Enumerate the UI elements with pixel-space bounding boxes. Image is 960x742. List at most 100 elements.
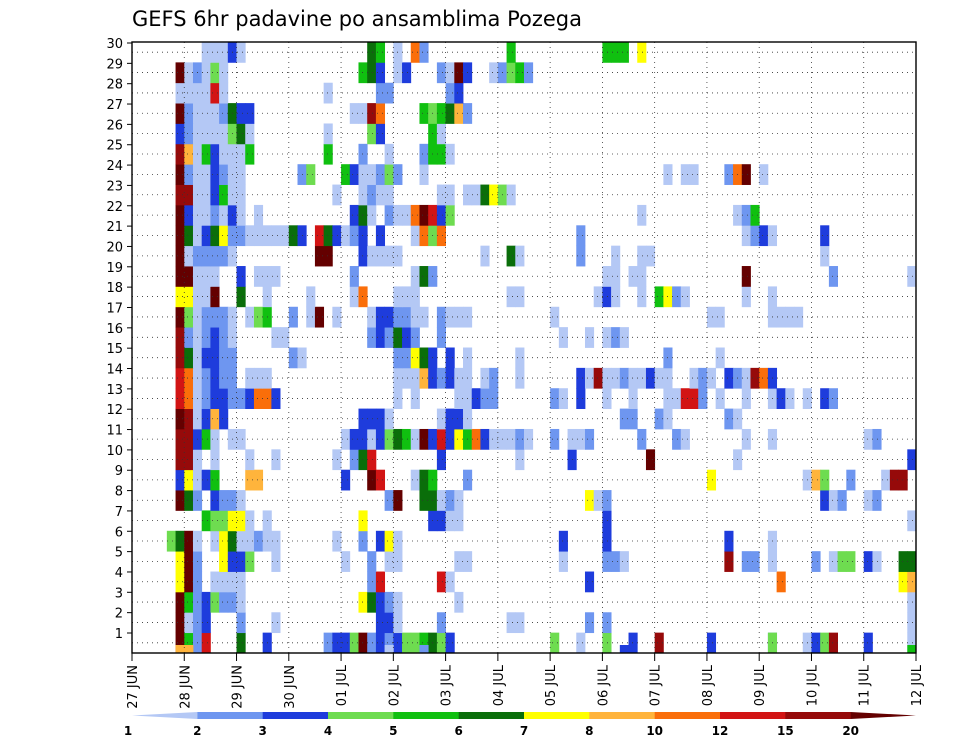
heat-cell — [680, 388, 690, 409]
heat-cell — [367, 469, 377, 491]
heat-cell — [341, 428, 351, 450]
heat-cell — [236, 42, 246, 63]
heat-cell — [341, 164, 351, 185]
heat-cell — [489, 428, 499, 450]
heat-cell — [576, 632, 586, 654]
heat-cell — [785, 306, 795, 328]
heat-cell — [628, 388, 638, 409]
y-tick-label: 29 — [106, 57, 123, 72]
heat-cell — [367, 449, 377, 471]
heat-cell — [358, 591, 368, 613]
heat-cell — [201, 469, 211, 491]
heat-cell — [402, 632, 412, 654]
heat-cell — [715, 347, 725, 369]
y-tick-label: 4 — [115, 566, 123, 581]
heat-cell — [480, 245, 490, 267]
heat-cell — [201, 62, 211, 84]
heat-cell — [210, 42, 220, 63]
legend-swatch — [458, 712, 525, 719]
heat-cell — [602, 510, 612, 532]
heat-cell — [201, 225, 211, 247]
heat-cell — [210, 82, 220, 104]
heat-cell — [759, 164, 769, 185]
heatmap-cells — [166, 42, 917, 654]
heat-cell — [201, 42, 211, 63]
heat-cell — [785, 388, 795, 409]
heat-cell — [367, 551, 377, 572]
heat-cell — [828, 551, 838, 572]
heat-cell — [741, 266, 751, 287]
heat-cell — [584, 571, 595, 593]
legend-label: 2 — [193, 724, 201, 738]
heat-cell — [219, 42, 229, 63]
y-axis-ticks: 1234567891011121314151617181920212223242… — [106, 37, 132, 642]
heat-cell — [489, 62, 499, 84]
heat-cell — [175, 103, 185, 124]
heat-cell — [236, 184, 246, 206]
heat-cell — [253, 204, 264, 226]
heat-cell — [175, 266, 185, 287]
heat-cell — [584, 428, 595, 450]
heat-cell — [750, 225, 760, 247]
heat-cell — [358, 286, 368, 308]
heat-cell — [219, 388, 229, 409]
heat-cell — [637, 204, 647, 226]
y-tick-label: 8 — [115, 485, 123, 500]
heat-cell — [201, 591, 211, 613]
heat-cell — [907, 510, 917, 532]
heat-cell — [253, 266, 264, 287]
heat-cell — [175, 645, 185, 653]
heat-cell — [175, 143, 185, 165]
heat-cell — [436, 327, 446, 348]
heat-cell — [898, 469, 908, 491]
heat-cell — [402, 306, 412, 328]
heat-cell — [402, 327, 412, 348]
y-tick-label: 5 — [115, 546, 123, 561]
heat-cell — [288, 347, 298, 369]
heat-cell — [602, 327, 612, 348]
heat-cell — [445, 204, 455, 226]
heat-cell — [637, 42, 647, 63]
heat-cell — [445, 62, 455, 84]
heat-cell — [384, 612, 394, 634]
heat-cell — [454, 428, 464, 450]
heat-cell — [872, 428, 882, 450]
heat-cell — [184, 62, 194, 84]
x-tick-label: 27 JUN — [126, 665, 141, 709]
heat-cell — [184, 164, 194, 185]
heat-cell — [454, 408, 464, 430]
heat-cell — [706, 469, 717, 491]
heat-cell — [724, 408, 734, 430]
heat-cell — [175, 286, 185, 308]
heat-cell — [410, 428, 420, 450]
heat-cell — [201, 164, 211, 185]
heat-cell — [506, 612, 516, 634]
heat-cell — [611, 327, 621, 348]
heat-cell — [306, 306, 316, 328]
heat-cell — [367, 103, 377, 124]
y-tick-label: 2 — [115, 607, 123, 622]
heat-cell — [367, 184, 377, 206]
x-tick-label: 08 JUL — [701, 664, 716, 706]
heat-cell — [515, 612, 525, 634]
heat-cell — [584, 612, 595, 634]
heat-cell — [619, 551, 629, 572]
heat-cell — [820, 225, 830, 247]
heat-cell — [611, 551, 621, 572]
heat-cell — [706, 306, 717, 328]
heat-cell — [201, 82, 211, 104]
heat-cell — [454, 367, 464, 389]
heat-cell — [611, 286, 621, 308]
heat-cell — [332, 184, 342, 206]
heat-cell — [210, 408, 220, 430]
heat-cell — [219, 103, 229, 124]
heat-cell — [341, 225, 351, 247]
heat-cell — [419, 143, 429, 165]
heat-cell — [384, 245, 394, 267]
heat-cell — [175, 591, 185, 613]
heat-cell — [184, 306, 194, 328]
heat-cell — [184, 490, 194, 511]
legend-label: 20 — [842, 724, 859, 738]
heat-cell — [375, 42, 386, 63]
heat-cell — [654, 367, 664, 389]
